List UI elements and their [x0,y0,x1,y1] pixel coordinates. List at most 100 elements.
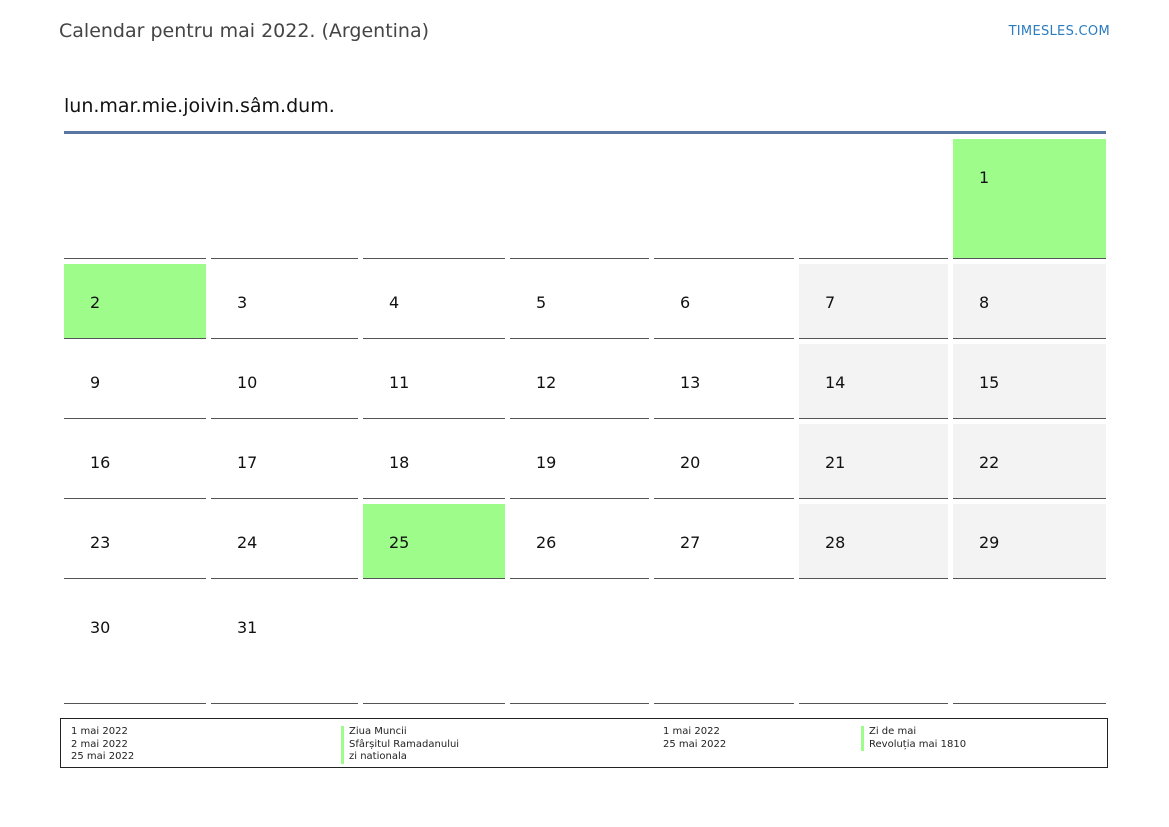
day-number: 27 [680,533,701,552]
day-number: 26 [536,533,557,552]
day-number: 23 [90,533,111,552]
day-number: 17 [237,453,258,472]
day-cell[interactable]: 16 [64,424,206,499]
day-cell[interactable]: 28 [799,504,948,579]
weekday-monday: lun. [64,94,100,117]
calendar-week-row: 2 3 4 5 6 7 8 [64,264,1106,339]
day-cell[interactable]: 10 [211,344,358,419]
legend-date: 25 mai 2022 [663,738,727,750]
day-number: 12 [536,373,557,392]
calendar-week-row: 1 [64,139,1106,259]
legend-holiday-name: Sfârșitul Ramadanului [341,738,459,751]
empty-day-cell [654,584,794,704]
day-cell[interactable]: 7 [799,264,948,339]
day-cell[interactable]: 21 [799,424,948,499]
day-number: 21 [825,453,846,472]
empty-day-cell [363,584,505,704]
day-cell[interactable]: 18 [363,424,505,499]
holiday-day-cell[interactable]: 2 [64,264,206,339]
day-cell[interactable]: 24 [211,504,358,579]
day-cell[interactable]: 6 [654,264,794,339]
day-number: 29 [979,533,1000,552]
day-number: 24 [237,533,258,552]
empty-day-cell [211,139,358,259]
empty-day-cell [510,139,649,259]
weekday-thursday: joi [183,94,206,117]
day-number: 19 [536,453,557,472]
day-number: 1 [979,168,990,187]
day-number: 25 [389,533,410,552]
empty-day-cell [953,584,1106,704]
day-cell[interactable]: 29 [953,504,1106,579]
day-number: 7 [825,293,836,312]
day-number: 18 [389,453,410,472]
day-cell[interactable]: 19 [510,424,649,499]
day-cell[interactable]: 5 [510,264,649,339]
day-number: 8 [979,293,990,312]
day-number: 11 [389,373,410,392]
legend-holiday-name: Ziua Muncii [341,726,459,739]
calendar-week-row: 30 31 [64,584,1106,704]
calendar-week-row: 9 10 11 12 13 14 15 [64,344,1106,419]
calendar-weeks: 1 2 3 4 5 6 7 8 9 10 11 12 13 14 15 16 17 18 19 20 21 22 23 24 2… [64,139,1106,704]
day-cell[interactable]: 22 [953,424,1106,499]
day-cell[interactable]: 30 [64,584,206,704]
day-cell[interactable]: 8 [953,264,1106,339]
day-number: 13 [680,373,701,392]
weekday-header: lun. mar. mie. joi vin. sâm. dum. [64,80,1106,134]
holiday-day-cell[interactable]: 1 [953,139,1106,259]
day-number: 10 [237,373,258,392]
day-number: 15 [979,373,1000,392]
holiday-day-cell[interactable]: 25 [363,504,505,579]
day-cell[interactable]: 20 [654,424,794,499]
day-cell[interactable]: 12 [510,344,649,419]
day-number: 9 [90,373,101,392]
day-number: 22 [979,453,1000,472]
weekday-friday: vin. [205,94,240,117]
legend-dates-left: 1 mai 2022 2 mai 2022 25 mai 2022 [71,726,134,764]
day-number: 30 [90,618,111,637]
day-cell[interactable]: 4 [363,264,505,339]
calendar-week-row: 16 17 18 19 20 21 22 [64,424,1106,499]
empty-day-cell [799,584,948,704]
day-cell[interactable]: 11 [363,344,505,419]
day-number: 31 [237,618,258,637]
day-cell[interactable]: 27 [654,504,794,579]
day-number: 6 [680,293,691,312]
legend-names-left: Ziua Muncii Sfârșitul Ramadanului zi nat… [341,726,459,764]
legend-holiday-name: zi nationala [341,751,459,764]
day-cell[interactable]: 14 [799,344,948,419]
day-cell[interactable]: 15 [953,344,1106,419]
weekday-sunday: dum. [286,94,335,117]
day-number: 3 [237,293,248,312]
legend-date: 25 mai 2022 [71,751,135,762]
legend-date: 1 mai 2022 [71,726,128,737]
weekday-wednesday: mie. [141,94,184,117]
legend-holiday-name: Revoluția mai 1810 [861,738,966,751]
day-cell[interactable]: 17 [211,424,358,499]
day-number: 4 [389,293,400,312]
empty-day-cell [654,139,794,259]
brand-link[interactable]: TIMESLES.COM [1008,24,1110,39]
day-number: 5 [536,293,547,312]
day-cell[interactable]: 31 [211,584,358,704]
legend-dates-right: 1 mai 2022 25 mai 2022 [663,726,726,751]
day-number: 14 [825,373,846,392]
day-number: 28 [825,533,846,552]
page-title: Calendar pentru mai 2022. (Argentina) [59,20,430,42]
day-cell[interactable]: 23 [64,504,206,579]
day-cell[interactable]: 13 [654,344,794,419]
empty-day-cell [64,139,206,259]
empty-day-cell [510,584,649,704]
calendar-week-row: 23 24 25 26 27 28 29 [64,504,1106,579]
empty-day-cell [799,139,948,259]
day-cell[interactable]: 3 [211,264,358,339]
day-cell[interactable]: 26 [510,504,649,579]
legend-names-right: Zi de mai Revoluția mai 1810 [861,726,966,751]
legend-date: 1 mai 2022 [663,726,720,737]
day-number: 2 [90,293,101,312]
day-cell[interactable]: 9 [64,344,206,419]
weekday-saturday: sâm. [240,94,287,117]
legend-holiday-name: Zi de mai [861,726,966,739]
legend-date: 2 mai 2022 [71,738,128,750]
